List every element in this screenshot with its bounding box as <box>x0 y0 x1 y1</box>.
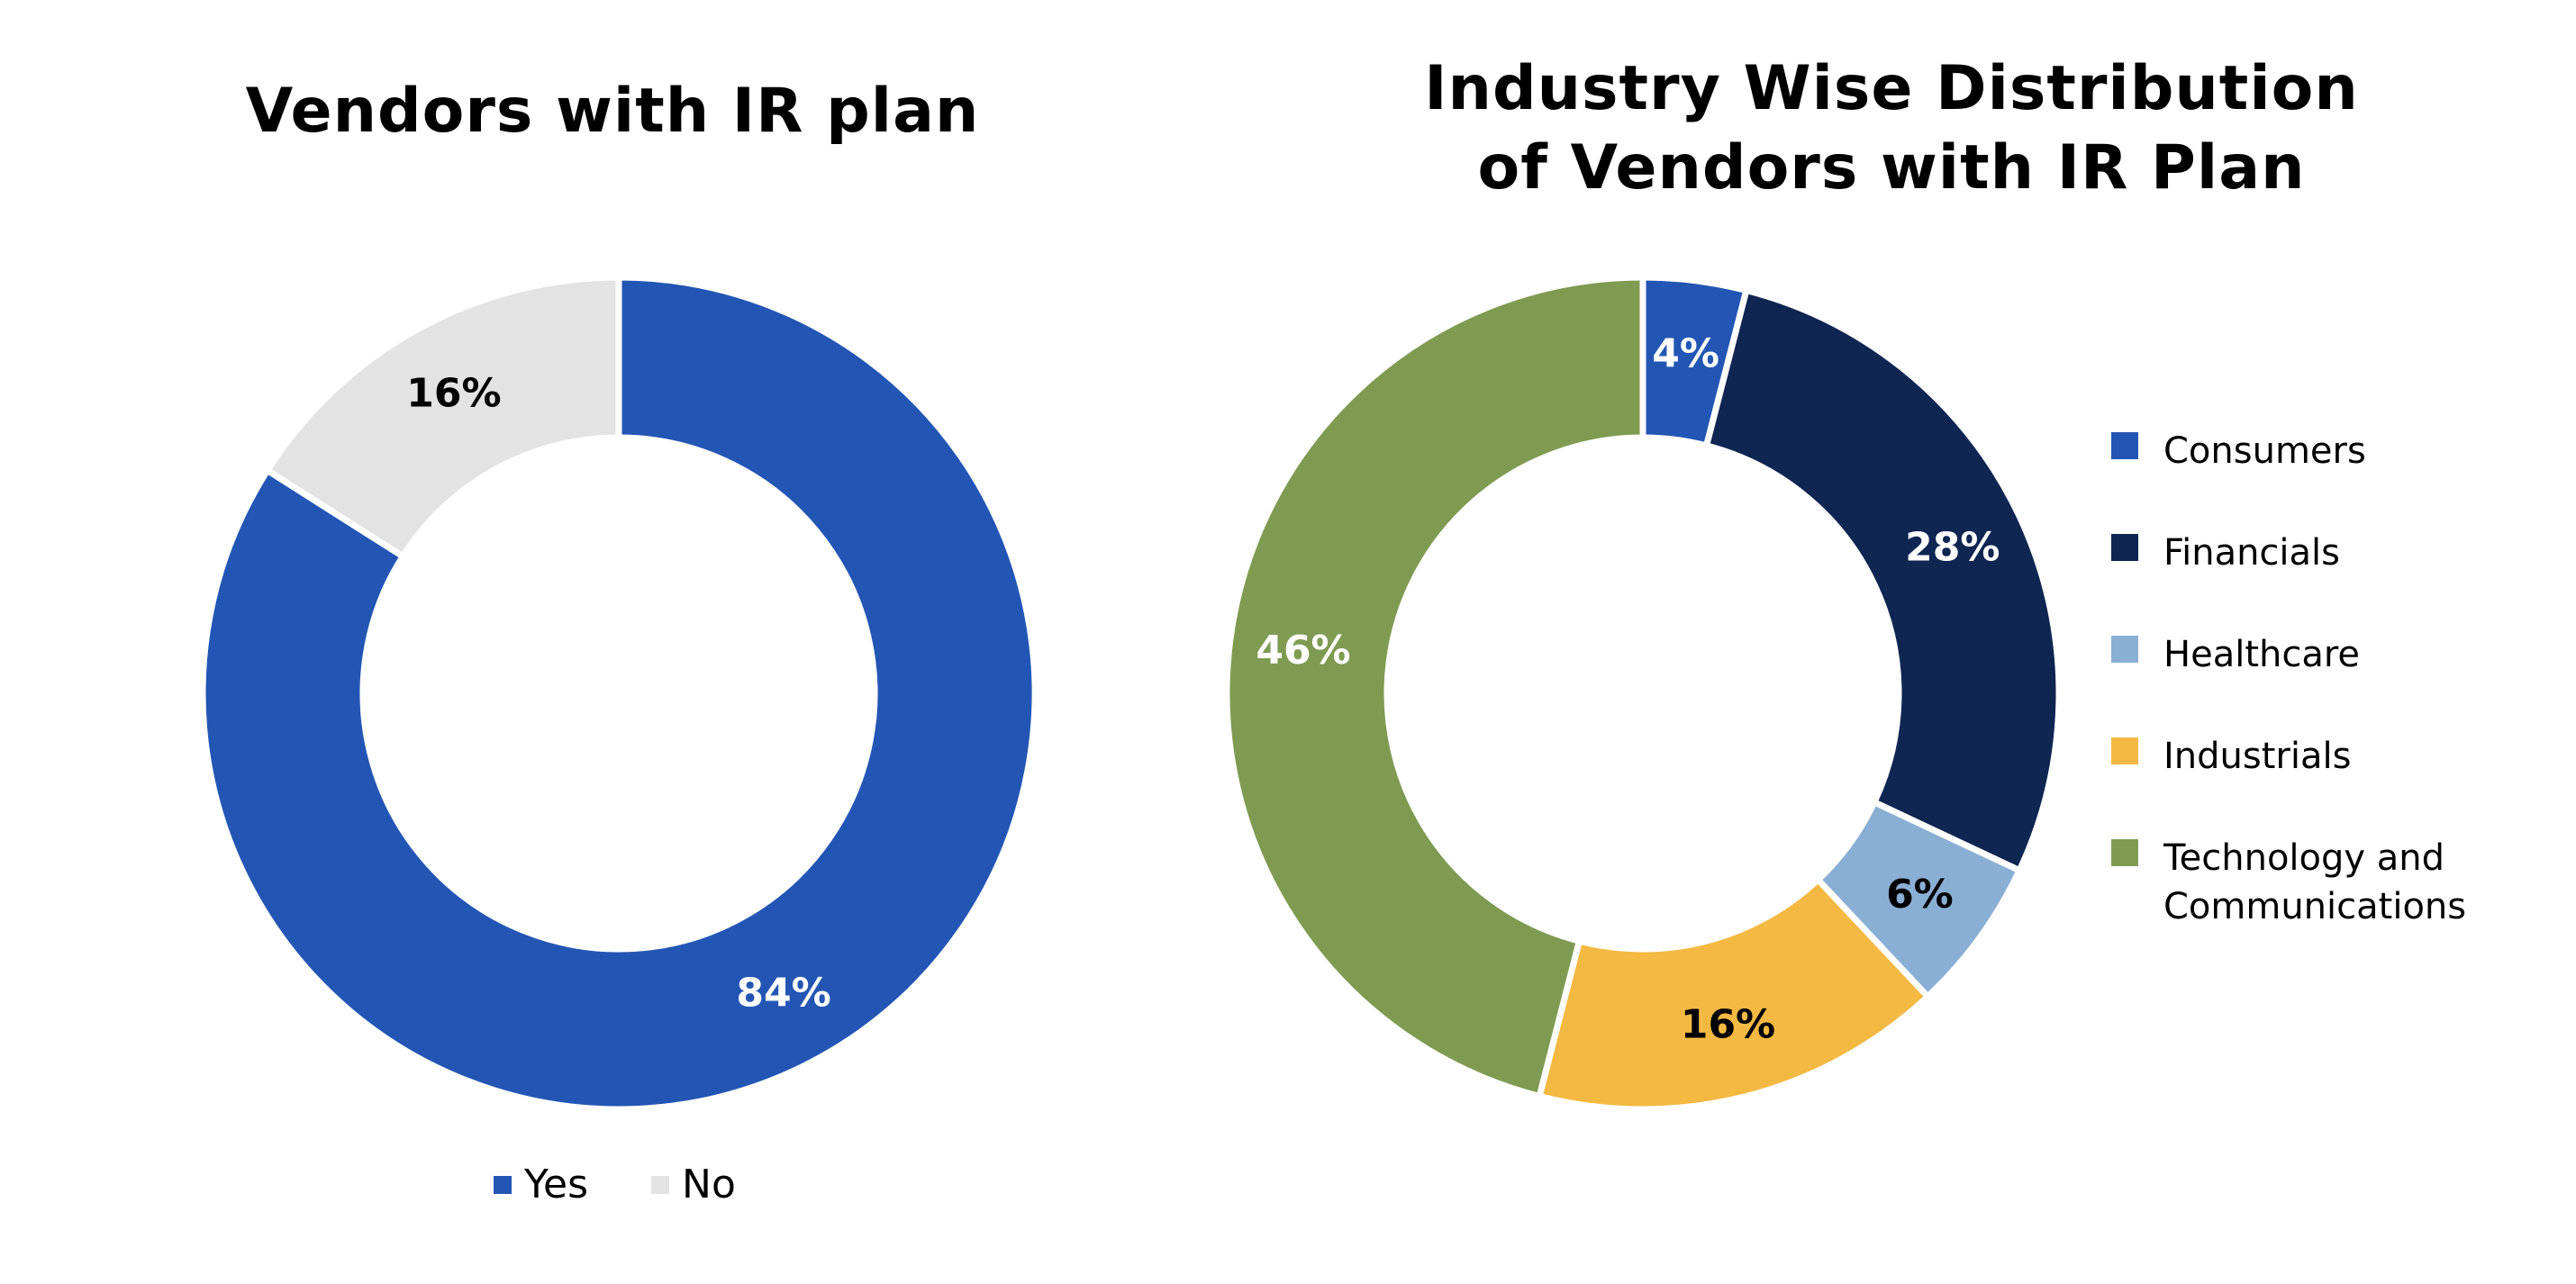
legend-label-healthcare: Healthcare <box>2163 634 2361 675</box>
data-label-consumers: 4% <box>1652 330 1719 376</box>
data-label-financials: 28% <box>1905 525 2000 571</box>
legend-entry-technology-communications: Technology and Communications <box>2111 834 2490 931</box>
legend: Yes No <box>494 1162 736 1207</box>
donut-chart-industry: 4% 28% 6% 16% 46% <box>1223 274 2063 1113</box>
chart-vendors-ir-plan: Vendors with IR plan 84% 16% Yes No <box>0 0 1225 1284</box>
legend-label-industrials: Industrials <box>2163 736 2352 777</box>
legend-entry-healthcare: Healthcare <box>2111 630 2490 679</box>
slice-industrials <box>1536 876 1931 1113</box>
legend-label-financials: Financials <box>2163 532 2340 574</box>
legend-entry-no: No <box>651 1162 736 1207</box>
data-label-industrials: 16% <box>1681 1002 1775 1048</box>
legend-label-yes: Yes <box>524 1162 589 1207</box>
legend-label-technology-communications: Technology and Communications <box>2163 837 2467 927</box>
legend-swatch-healthcare <box>2111 636 2138 663</box>
legend-swatch-technology-communications <box>2111 839 2138 866</box>
legend-swatch-yes <box>494 1175 512 1194</box>
data-label-healthcare: 6% <box>1886 872 1954 918</box>
chart-title: Vendors with IR plan <box>245 76 980 147</box>
chart-industry-distribution: Industry Wise Distribution of Vendors wi… <box>1223 0 2576 1284</box>
legend-entry-yes: Yes <box>494 1162 588 1207</box>
legend-entry-financials: Financials <box>2111 529 2490 577</box>
legend-swatch-financials <box>2111 534 2138 561</box>
legend-entry-consumers: Consumers <box>2111 427 2490 475</box>
legend-label-no: No <box>682 1162 736 1207</box>
legend-swatch-consumers <box>2111 432 2138 459</box>
data-label-yes: 84% <box>736 970 830 1016</box>
data-label-technology-and-communications: 46% <box>1256 628 1350 674</box>
slice-technology-and-communications <box>1223 274 1646 1099</box>
slice-yes <box>199 274 1039 1113</box>
donut-chart-vendors: 84% 16% <box>199 274 1039 1113</box>
legend-swatch-no <box>651 1175 670 1194</box>
legend-swatch-industrials <box>2111 737 2138 764</box>
slice-financials <box>1703 287 2063 874</box>
chart-title: Industry Wise Distribution of Vendors wi… <box>1424 53 2359 203</box>
data-label-no: 16% <box>406 371 501 417</box>
legend-label-consumers: Consumers <box>2163 430 2366 472</box>
slice-no <box>264 274 622 560</box>
legend-entry-industrials: Industrials <box>2111 732 2490 781</box>
